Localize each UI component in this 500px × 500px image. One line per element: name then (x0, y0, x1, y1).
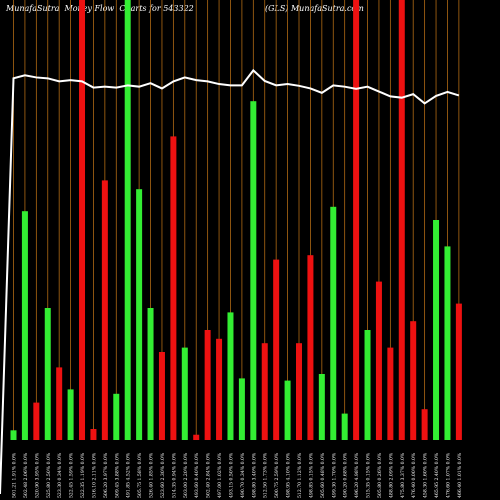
bar (273, 259, 280, 440)
bar (307, 255, 314, 440)
bar (387, 347, 394, 440)
bar (341, 413, 348, 440)
bar (227, 312, 234, 440)
bar (364, 330, 371, 440)
bar (421, 409, 428, 440)
tick-label: 520.90 3.95% 0.0% (34, 452, 40, 498)
tick-label: 493.15 0.50% 0.0% (228, 452, 234, 498)
bar (67, 389, 74, 440)
bar (398, 0, 405, 440)
tick-label: 458.30 1.60% 0.0% (423, 452, 429, 498)
tick-label: 497.00 1.02% 0.0% (217, 452, 223, 498)
tick-label: 525.80 2.50% 0.0% (46, 452, 52, 498)
bar (353, 0, 360, 440)
bar (193, 434, 200, 440)
tick-label: 506.20 3.97% 0.0% (103, 452, 109, 498)
bar (90, 429, 97, 440)
tick-label: 502.48 2.06% 0.0% (23, 452, 29, 498)
tick-label: 493.60 0.40% 0.0% (194, 452, 200, 498)
tick-label: 523.30 0.34% 0.0% (57, 452, 63, 498)
tick-label: 516.10 2.11% 0.0% (91, 452, 97, 498)
tick-label: 502.40 2.84% 0.0% (206, 452, 212, 498)
bar (170, 136, 177, 440)
tick-label: 490.20 0.68% 0.0% (343, 452, 349, 498)
bar (250, 101, 257, 440)
tick-label: 465.95 2.40% 0.0% (434, 452, 440, 498)
bar (44, 308, 51, 440)
tick-label: 466.40 1.01% 0.0% (457, 452, 463, 498)
tick-label: 509.45 3.88% 0.0% (114, 452, 120, 498)
bar (33, 402, 40, 440)
tick-label: 496.20 4.98% 0.0% (354, 452, 360, 498)
bar (79, 0, 86, 440)
bar (261, 343, 268, 440)
bar (136, 189, 143, 440)
bar (455, 303, 462, 440)
tick-label: 499.30 1.70% 0.0% (331, 452, 337, 498)
bar (101, 180, 108, 440)
tick-label: 475.80 3.37% 0.0% (400, 452, 406, 498)
bar (181, 347, 188, 440)
site-credit: (GLS) MunafaSutra.com (265, 4, 364, 13)
bar (318, 374, 325, 440)
money-flow-line (0, 68, 460, 495)
tick-label: 522.35 1.19% 0.0% (80, 452, 86, 498)
tick-label: 503.00 2.20% 0.0% (183, 452, 189, 498)
bar (238, 378, 245, 440)
bar (204, 330, 211, 440)
tick-label: 512.70 1.12% 0.0% (297, 452, 303, 498)
tick-label: 505.60 0.48% 0.0% (320, 452, 326, 498)
tick-label: 526.40 1.85% 0.0% (149, 452, 155, 498)
bar (330, 206, 337, 440)
tick-label: 491.85 4.52% 0.0% (126, 452, 132, 498)
bar (410, 321, 417, 440)
tick-label: 512.50 1.73% 0.0% (263, 452, 269, 498)
tick-label: 498.80 3.40% 0.0% (251, 452, 257, 498)
tick-label: 498.95 4.10% 0.0% (286, 452, 292, 498)
bar (444, 246, 451, 440)
bar (158, 352, 165, 440)
bar (147, 308, 154, 440)
tick-label: 500.75 2.59% 0.0% (274, 452, 280, 498)
bar (433, 220, 440, 440)
tick-label: 498.85 0.15% 0.0% (308, 452, 314, 498)
tick-label: 476.60 1.07% 0.0% (445, 452, 451, 498)
tick-label: 476.40 0.00% 0.0% (411, 452, 417, 498)
chart-title: MunafaSutra Money Flow Charts for 543322 (6, 4, 194, 13)
tick-label: 515.35 0.15% 0.0% (366, 452, 372, 498)
tick-label: 522.45 1.59% 0.0% (69, 452, 75, 498)
bar (216, 338, 223, 440)
bar (284, 380, 291, 440)
tick-label: 514.35 0.94% 0.0% (171, 452, 177, 498)
bar (21, 211, 28, 440)
tick-label: 523.60 2.30% 0.0% (160, 452, 166, 498)
bar (124, 0, 131, 440)
bar (10, 430, 17, 440)
tick-label: 490.70 0.34% 0.0% (240, 452, 246, 498)
tick-label: 488.80 2.09% 0.0% (388, 452, 394, 498)
tick-label: 505.80 0.26% 0.0% (377, 452, 383, 498)
bar (375, 281, 382, 440)
bar (113, 393, 120, 440)
bar (56, 367, 63, 440)
tick-label: 505.75 1.58% 0.0% (137, 452, 143, 498)
tick-label: 501.21 1.91% 0.0% (12, 452, 18, 498)
bar (296, 343, 302, 440)
